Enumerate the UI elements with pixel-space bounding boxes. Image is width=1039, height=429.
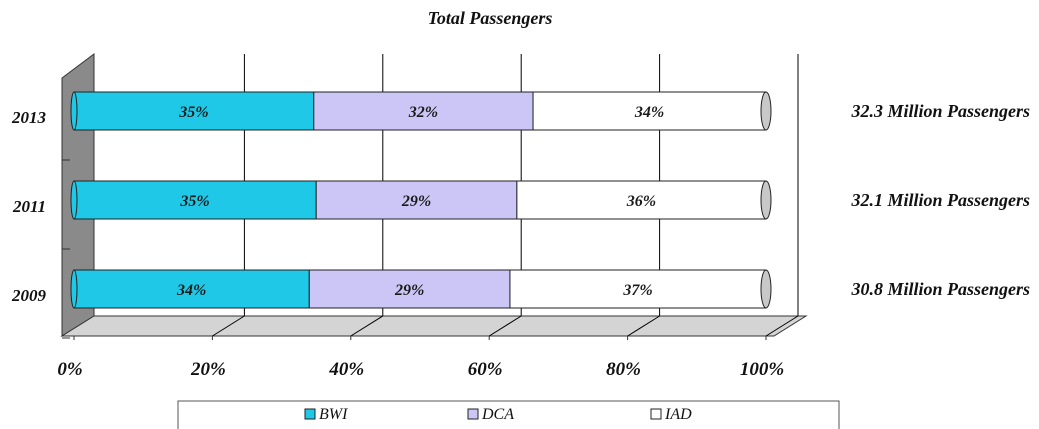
y-category-label: 2009 <box>11 286 47 305</box>
data-label: 34% <box>634 104 664 121</box>
y-category-label: 2013 <box>11 108 47 127</box>
legend-label-bwi: BWI <box>319 406 348 423</box>
gridline-floor <box>212 315 245 337</box>
x-tick-label: 40% <box>328 359 364 380</box>
bar-cap-left <box>70 91 78 131</box>
bar-cap-left <box>70 180 78 220</box>
passenger-total-annotation: 30.8 Million Passengers <box>850 279 1030 299</box>
bar-segment-bwi <box>73 180 317 220</box>
legend-items: BWI DCA IAD <box>304 406 692 423</box>
passenger-total-annotation: 32.3 Million Passengers <box>850 101 1030 121</box>
gridline-floor <box>350 315 384 337</box>
bar-segment-dca <box>308 269 511 309</box>
x-tick-label: 0% <box>57 359 82 380</box>
gridline-floor <box>488 315 522 337</box>
bar-segment-iad <box>516 180 767 220</box>
legend-label-iad: IAD <box>664 406 692 423</box>
legend: BWI DCA IAD <box>177 400 840 429</box>
legend-label-dca: DCA <box>481 406 514 423</box>
x-tick-label: 80% <box>606 359 641 380</box>
gridline-floor <box>627 315 660 337</box>
y-category-label: 2011 <box>12 197 46 216</box>
legend-swatch-iad <box>650 408 662 420</box>
bar-segment-dca <box>313 91 534 131</box>
data-label: 29% <box>394 282 424 299</box>
labels: 35% 32% 34% 2013 32.3 Million Passengers 35% 2… <box>11 101 1030 339</box>
x-tick-label: 20% <box>190 359 226 380</box>
data-label: 35% <box>179 193 209 210</box>
chart-title: Total Passengers <box>428 8 553 28</box>
bars <box>70 91 772 309</box>
gridline-floor <box>765 315 799 337</box>
chart-floor <box>60 315 808 337</box>
passenger-total-annotation: 32.1 Million Passengers <box>850 190 1030 210</box>
bar-cap-right <box>760 180 772 220</box>
data-label: 36% <box>626 193 656 210</box>
x-tick-label: 100% <box>740 359 784 380</box>
legend-swatch-bwi <box>304 408 316 420</box>
bar-cap-right <box>760 269 772 309</box>
data-label: 34% <box>176 282 206 299</box>
x-tick-label: 60% <box>468 359 503 380</box>
bar-cap-left <box>70 269 78 309</box>
data-label: 35% <box>178 104 208 121</box>
data-label: 32% <box>408 104 438 121</box>
bar-cap-right <box>760 91 772 131</box>
bar-segment-iad <box>532 91 767 131</box>
bar-segment-dca <box>315 180 518 220</box>
data-label: 29% <box>401 193 431 210</box>
data-label: 37% <box>622 282 652 299</box>
legend-box <box>177 400 840 429</box>
bar-segment-iad <box>509 269 767 309</box>
legend-swatch-dca <box>467 408 479 420</box>
